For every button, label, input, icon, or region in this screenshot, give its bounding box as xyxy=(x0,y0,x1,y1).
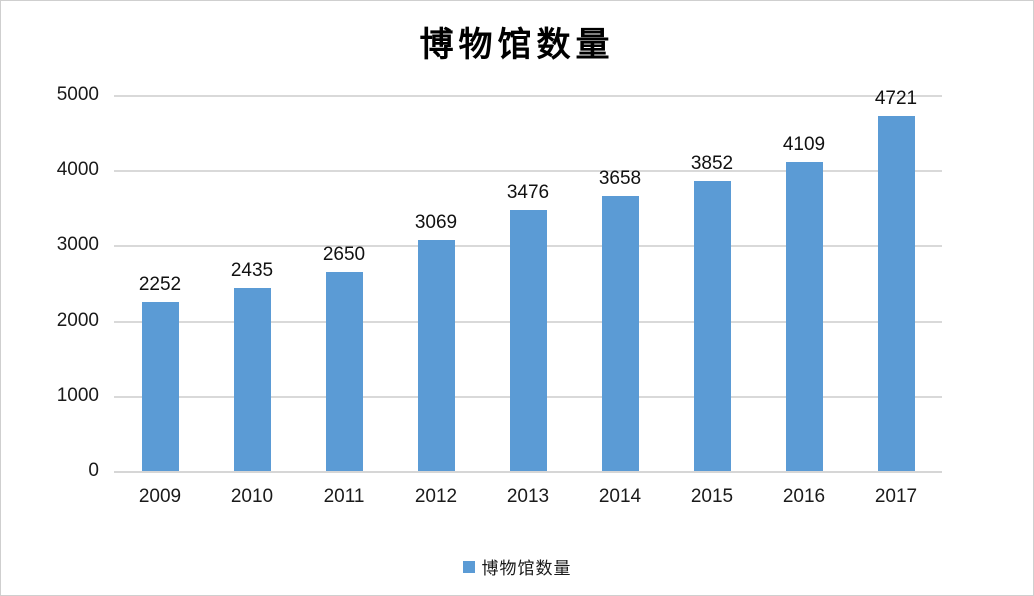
x-tick-label: 2009 xyxy=(138,486,182,507)
legend-label: 博物馆数量 xyxy=(481,559,572,579)
y-tick-label: 1000 xyxy=(56,385,99,406)
data-label: 3658 xyxy=(598,168,642,189)
chart-title: 博物馆数量 xyxy=(419,25,615,65)
x-axis-line xyxy=(114,471,942,473)
bar xyxy=(786,162,823,471)
bar xyxy=(326,272,363,471)
bar xyxy=(602,196,639,471)
y-tick-label: 4000 xyxy=(56,159,99,180)
x-tick-label: 2016 xyxy=(782,486,826,507)
x-tick-label: 2012 xyxy=(414,486,458,507)
bar xyxy=(694,181,731,471)
y-tick-label: 2000 xyxy=(56,310,99,331)
bar xyxy=(878,116,915,471)
y-tick-label: 5000 xyxy=(56,84,99,105)
x-tick-label: 2015 xyxy=(690,486,734,507)
data-label: 3852 xyxy=(690,153,734,174)
data-label: 4721 xyxy=(874,88,918,109)
gridline xyxy=(114,170,942,172)
data-label: 3476 xyxy=(506,182,550,203)
legend: 博物馆数量 xyxy=(1,554,1033,579)
y-tick-label: 3000 xyxy=(56,234,99,255)
data-label: 2650 xyxy=(322,244,366,265)
bar xyxy=(418,240,455,471)
y-tick-label: 0 xyxy=(88,460,99,481)
x-tick-label: 2014 xyxy=(598,486,642,507)
data-label: 2435 xyxy=(230,260,274,281)
bar xyxy=(234,288,271,471)
data-label: 2252 xyxy=(138,274,182,295)
data-label: 3069 xyxy=(414,212,458,233)
gridline xyxy=(114,95,942,97)
x-tick-label: 2013 xyxy=(506,486,550,507)
x-tick-label: 2011 xyxy=(323,486,365,507)
x-tick-label: 2010 xyxy=(230,486,274,507)
x-tick-label: 2017 xyxy=(874,486,918,507)
data-label: 4109 xyxy=(782,134,826,155)
bar xyxy=(510,210,547,471)
legend-marker-square xyxy=(462,560,475,573)
bar xyxy=(142,302,179,471)
